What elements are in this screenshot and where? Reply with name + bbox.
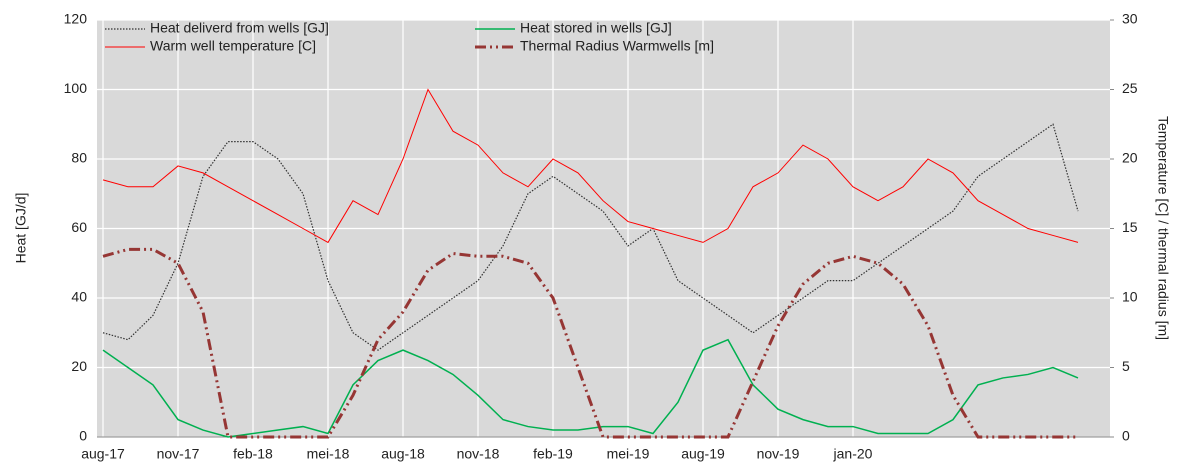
y-tick-label: 60 [71, 219, 87, 235]
legend-label: Thermal Radius Warmwells [m] [520, 38, 714, 54]
y-tick-label: 20 [71, 358, 87, 374]
x-tick-label: mei-18 [307, 446, 350, 462]
y2-tick-label: 0 [1122, 428, 1130, 444]
series-line [102, 123, 1079, 351]
y2-tick-label: 30 [1122, 11, 1138, 27]
x-tick-label: mei-19 [607, 446, 650, 462]
x-tick-label: aug-17 [81, 446, 125, 462]
x-tick-label: aug-19 [681, 446, 725, 462]
y-tick-label: 40 [71, 289, 87, 305]
y2-tick-label: 5 [1122, 358, 1130, 374]
y-tick-label: 0 [79, 428, 87, 444]
x-tick-label: nov-17 [157, 446, 200, 462]
y2-tick-label: 25 [1122, 80, 1138, 96]
x-tick-label: jan-20 [833, 446, 873, 462]
y2-axis-title: Temperature [C] / thermal radius [m] [1155, 116, 1171, 340]
x-tick-label: aug-18 [381, 446, 425, 462]
series-line [102, 88, 1079, 244]
series-line [102, 247, 1078, 439]
y2-tick-label: 15 [1122, 219, 1138, 235]
y-tick-label: 100 [64, 80, 88, 96]
legend-label: Warm well temperature [C] [150, 38, 316, 54]
y-axis-title: Heat [GJ/d] [13, 193, 29, 264]
legend-label: Heat deliverd from wells [GJ] [150, 20, 329, 36]
y2-tick-label: 20 [1122, 150, 1138, 166]
x-tick-label: feb-18 [233, 446, 273, 462]
x-tick-label: nov-19 [757, 446, 800, 462]
legend-label: Heat stored in wells [GJ] [520, 20, 672, 36]
x-tick-label: nov-18 [457, 446, 500, 462]
series-line [102, 338, 1079, 438]
y-tick-label: 120 [64, 11, 88, 27]
x-tick-label: feb-19 [533, 446, 573, 462]
y2-tick-label: 10 [1122, 289, 1138, 305]
y-tick-label: 80 [71, 150, 87, 166]
